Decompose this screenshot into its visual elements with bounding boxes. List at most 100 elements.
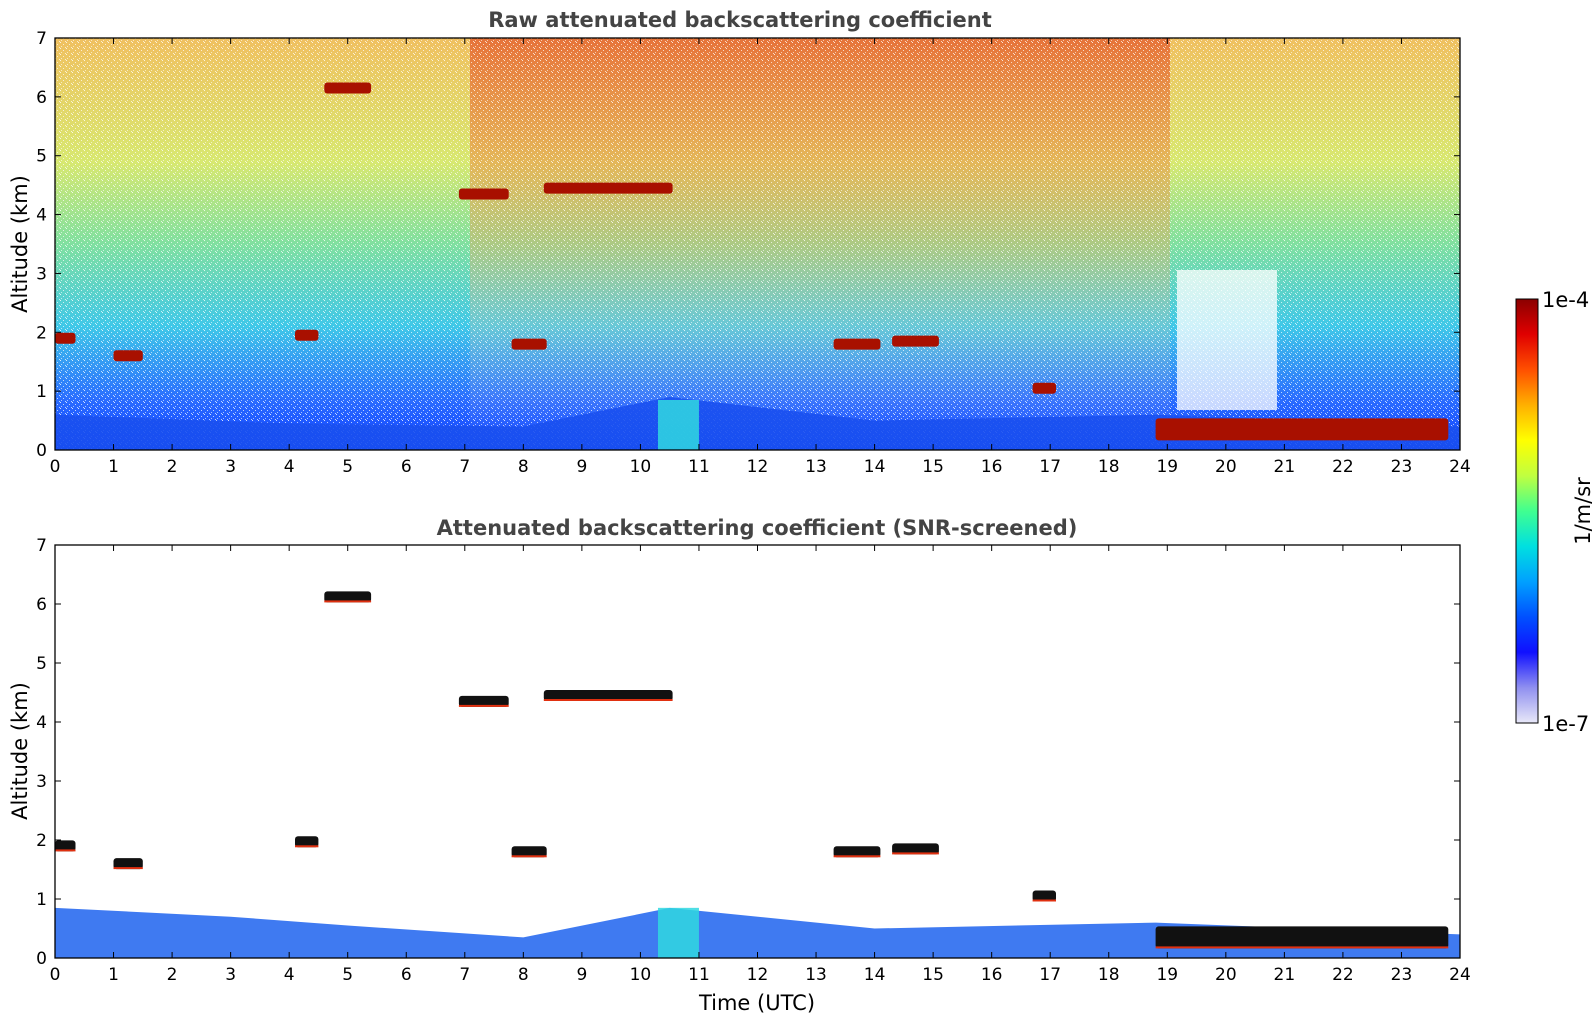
x-tick-label: 23 [1391, 965, 1413, 985]
x-tick-label: 1 [108, 965, 119, 985]
cloud-layer-3 [324, 82, 372, 94]
x-tick-label: 0 [50, 965, 61, 985]
cloud-layer-edge-4 [458, 704, 509, 707]
x-tick-label: 5 [342, 965, 353, 985]
x-tick-label: 10 [630, 457, 652, 477]
cloud-layer-6 [543, 690, 673, 701]
cloud-layer-5 [511, 846, 547, 858]
screened-background [55, 545, 1460, 958]
x-tick-label: 15 [922, 457, 944, 477]
cloud-layer-0 [55, 332, 76, 344]
cloud-layer-7 [833, 338, 881, 350]
cloud-layer-edge-1 [113, 867, 143, 870]
x-tick-label: 4 [284, 965, 295, 985]
panel-raw-plot-area [55, 38, 1460, 450]
y-tick-label: 3 [36, 772, 47, 792]
cloud-layer-edge-2 [295, 845, 319, 848]
cloud-layer-edge-9 [1032, 899, 1056, 902]
x-tick-label: 23 [1391, 457, 1413, 477]
x-tick-label: 11 [688, 457, 710, 477]
x-tick-label: 0 [50, 457, 61, 477]
x-tick-label: 7 [459, 457, 470, 477]
cloud-layer-8 [892, 335, 939, 347]
x-tick-label: 6 [401, 457, 412, 477]
x-tick-label: 16 [981, 965, 1003, 985]
y-tick-label: 1 [36, 382, 47, 402]
y-tick-label: 7 [36, 536, 47, 556]
x-tick-label: 5 [342, 457, 353, 477]
panel-screened-plot-area [55, 545, 1460, 958]
x-tick-label: 8 [518, 965, 529, 985]
cloud-layer-edge-5 [511, 855, 547, 858]
x-tick-label: 3 [225, 457, 236, 477]
aerosol-plume [657, 907, 699, 958]
colorbar-units-label: 1/m/sr [1571, 477, 1595, 545]
x-tick-label: 22 [1332, 965, 1354, 985]
panel-raw-ylabel: Altitude (km) [8, 175, 32, 313]
panel-raw-title: Raw attenuated backscattering coefficien… [488, 8, 992, 32]
aerosol-plume [657, 399, 699, 450]
x-tick-label: 19 [1156, 457, 1178, 477]
y-tick-label: 7 [36, 29, 47, 49]
y-tick-label: 1 [36, 890, 47, 910]
y-tick-label: 0 [36, 949, 47, 969]
boundary-layer [55, 397, 1460, 450]
cloud-layer-8 [892, 843, 939, 855]
boundary-layer [55, 907, 1460, 958]
x-tick-label: 8 [518, 457, 529, 477]
cloud-layer-2 [295, 836, 319, 848]
x-tick-label: 22 [1332, 457, 1354, 477]
cloud-layer-3 [324, 591, 372, 603]
cloud-layer-4 [458, 188, 509, 200]
colorbar-max-label: 1e-4 [1542, 288, 1589, 312]
x-tick-label: 19 [1156, 965, 1178, 985]
x-tick-label: 13 [805, 457, 827, 477]
cloud-layer-6 [543, 182, 673, 194]
cloud-layer-5 [511, 338, 547, 350]
y-tick-label: 4 [36, 206, 47, 226]
cloud-layer-1 [113, 350, 143, 362]
cloud-layer-4 [458, 695, 509, 707]
cloud-layer-1 [113, 858, 143, 870]
x-tick-label: 11 [688, 965, 710, 985]
cloud-layer-edge-6 [543, 699, 673, 701]
cloud-layer-9 [1032, 890, 1056, 902]
x-tick-label: 12 [747, 965, 769, 985]
cloud-layer-edge-8 [892, 852, 939, 855]
x-tick-label: 21 [1274, 965, 1296, 985]
panel-raw: Raw attenuated backscattering coefficien… [8, 8, 1471, 477]
x-tick-label: 1 [108, 457, 119, 477]
panel-screened-title: Attenuated backscattering coefficient (S… [437, 516, 1078, 540]
x-tick-label: 10 [630, 965, 652, 985]
y-tick-label: 2 [36, 831, 47, 851]
x-tick-label: 15 [922, 965, 944, 985]
x-tick-label: 12 [747, 457, 769, 477]
x-tick-label: 16 [981, 457, 1003, 477]
x-tick-label: 21 [1274, 457, 1296, 477]
cloud-layer-edge-3 [324, 600, 372, 603]
colorbar-gradient [1515, 298, 1539, 724]
y-tick-label: 6 [36, 88, 47, 108]
x-tick-label: 18 [1098, 457, 1120, 477]
y-tick-label: 5 [36, 147, 47, 167]
colorbar-min-label: 1e-7 [1542, 712, 1589, 736]
x-tick-label: 9 [576, 457, 587, 477]
x-tick-label: 14 [864, 965, 886, 985]
x-tick-label: 3 [225, 965, 236, 985]
raw-missing-data-gap [1177, 270, 1277, 410]
x-tick-label: 2 [167, 965, 178, 985]
cloud-layer-2 [295, 329, 319, 341]
cloud-layer-edge-10 [1155, 946, 1449, 949]
y-tick-label: 3 [36, 264, 47, 284]
cloud-layer-0 [55, 840, 76, 852]
y-tick-label: 5 [36, 654, 47, 674]
x-tick-label: 4 [284, 457, 295, 477]
y-tick-label: 2 [36, 323, 47, 343]
x-tick-label: 18 [1098, 965, 1120, 985]
y-tick-label: 0 [36, 441, 47, 461]
panel-screened-xlabel: Time (UTC) [698, 991, 815, 1015]
x-tick-label: 6 [401, 965, 412, 985]
x-tick-label: 24 [1449, 457, 1471, 477]
colorbar: 1e-4 1e-7 1/m/sr [1515, 288, 1595, 736]
